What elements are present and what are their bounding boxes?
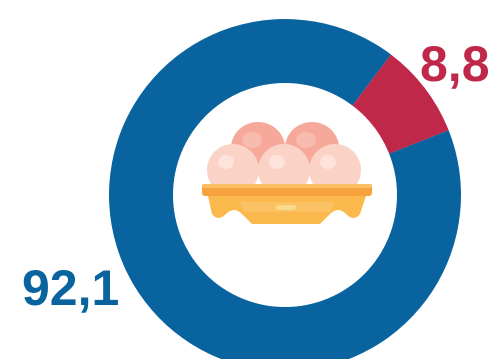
slice-value-label-large: 92,1 <box>22 260 119 316</box>
slice-value-label-small: 8,8 <box>420 36 490 92</box>
egg-carton-icon <box>202 122 372 224</box>
